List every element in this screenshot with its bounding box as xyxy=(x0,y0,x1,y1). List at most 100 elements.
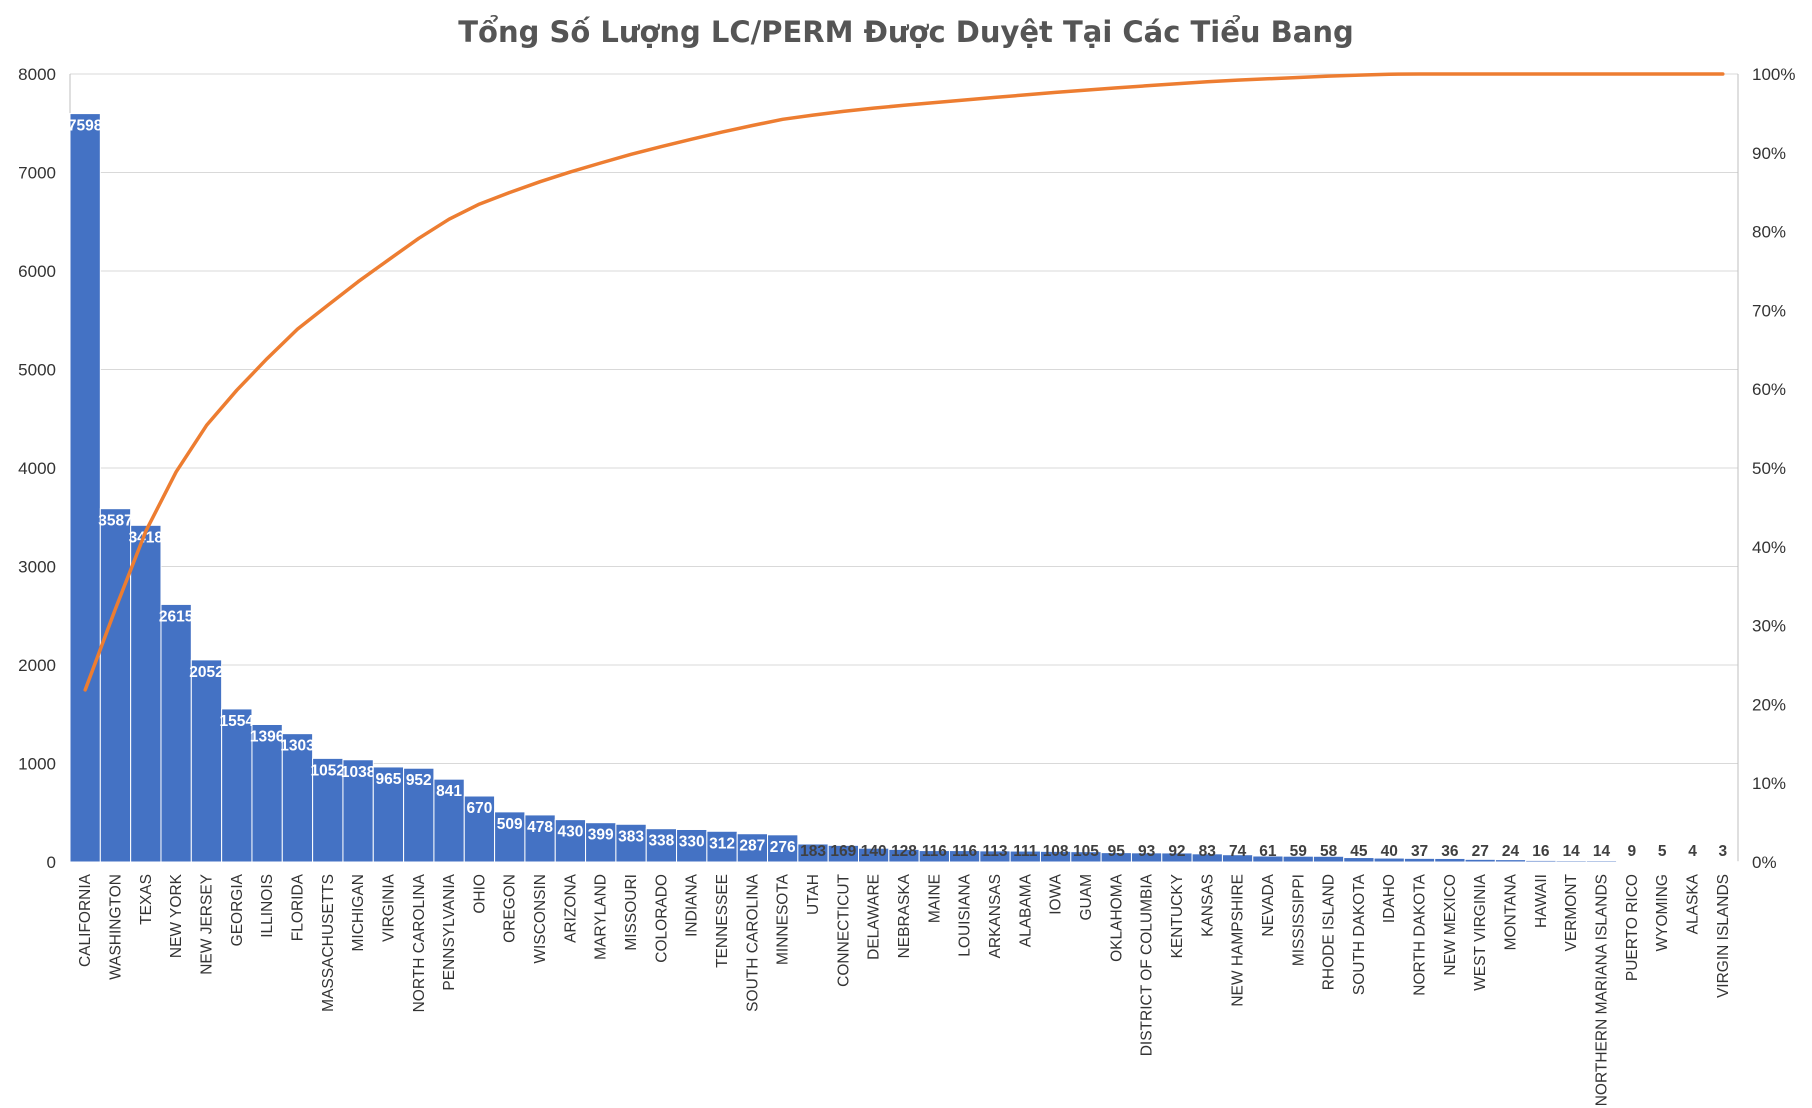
bar xyxy=(1555,860,1587,863)
x-tick-label: GEORGIA xyxy=(229,873,246,946)
bar xyxy=(372,766,405,863)
data-label: 108 xyxy=(1043,843,1069,860)
data-label: 105 xyxy=(1073,843,1099,860)
x-tick-label: NEVADA xyxy=(1260,873,1277,936)
data-label: 116 xyxy=(922,843,947,860)
x-tick-label: MISSISSIPPI xyxy=(1290,874,1307,966)
x-tick-label: ILLINOIS xyxy=(259,874,276,938)
y2-tick-label: 70% xyxy=(1752,301,1786,320)
data-label: 5 xyxy=(1658,843,1667,860)
bar xyxy=(281,733,314,863)
x-tick-label: CALIFORNIA xyxy=(77,873,94,967)
data-label: 16 xyxy=(1532,843,1550,860)
bar xyxy=(130,524,162,863)
y2-tick-label: 40% xyxy=(1752,538,1786,557)
x-tick-label: GUAM xyxy=(1078,874,1095,921)
data-label: 14 xyxy=(1593,843,1611,860)
data-label: 61 xyxy=(1259,843,1277,860)
x-tick-label: OREGON xyxy=(502,874,519,943)
data-label: 14 xyxy=(1563,843,1581,860)
x-tick-label: RHODE ISLAND xyxy=(1321,874,1338,990)
y-tick-label: 7000 xyxy=(18,164,56,183)
x-tick-label: IOWA xyxy=(1048,873,1065,914)
x-tick-label: TENNESSEE xyxy=(714,874,731,968)
x-tick-label: INDIANA xyxy=(684,873,701,937)
y-tick-label: 6000 xyxy=(18,262,56,281)
y-tick-label: 5000 xyxy=(18,361,56,380)
bar xyxy=(99,508,132,863)
x-tick-label: KANSAS xyxy=(1199,874,1216,937)
bar xyxy=(342,759,374,863)
x-tick-label: WASHINGTON xyxy=(107,874,124,980)
bar xyxy=(585,822,617,863)
y-tick-label: 3000 xyxy=(18,558,56,577)
x-tick-label: MASSACHUSETTS xyxy=(320,874,337,1012)
data-label: 128 xyxy=(891,843,917,860)
data-label: 59 xyxy=(1290,843,1308,860)
x-tick-label: VIRGINIA xyxy=(380,873,397,942)
y2-tick-label: 100% xyxy=(1752,65,1795,84)
x-tick-label: DISTRICT OF COLUMBIA xyxy=(1139,873,1156,1056)
data-label: 4 xyxy=(1688,843,1697,860)
bar xyxy=(433,778,465,863)
x-tick-label: ARKANSAS xyxy=(987,874,1004,958)
x-tick-label: IDAHO xyxy=(1381,874,1398,923)
data-label: 93 xyxy=(1138,843,1156,860)
x-tick-label: MONTANA xyxy=(1503,873,1520,950)
data-label: 330 xyxy=(679,833,705,850)
data-label: 36 xyxy=(1441,843,1459,860)
bar xyxy=(1585,860,1618,863)
data-label: 24 xyxy=(1502,843,1520,860)
data-label: 276 xyxy=(770,839,796,856)
x-tick-label: WISCONSIN xyxy=(532,874,549,964)
bar xyxy=(69,113,101,863)
x-tick-label: DELAWARE xyxy=(866,874,883,960)
data-label: 3 xyxy=(1719,843,1728,860)
y2-tick-label: 60% xyxy=(1752,380,1786,399)
x-tick-label: MICHIGAN xyxy=(350,874,367,952)
data-label: 1554 xyxy=(220,713,255,730)
y-tick-label: 2000 xyxy=(18,656,56,675)
y-axis-right: 0% 10% 20% 30% 40% 50% 60% 70% 80% 90% 100% xyxy=(1752,65,1795,872)
cumulative-line xyxy=(83,72,1725,692)
data-label: 338 xyxy=(648,833,674,850)
data-label: 952 xyxy=(406,772,432,789)
chart-title: Tổng Số Lượng LC/PERM Được Duyệt Tại Các… xyxy=(458,15,1354,49)
bar xyxy=(494,811,526,863)
bar xyxy=(645,828,678,863)
data-label: 383 xyxy=(618,828,644,845)
bar xyxy=(767,834,799,863)
data-label: 95 xyxy=(1108,843,1126,860)
x-tick-label: KENTUCKY xyxy=(1169,874,1186,958)
data-label: 45 xyxy=(1350,843,1368,860)
bar xyxy=(615,823,647,863)
data-label: 40 xyxy=(1381,843,1398,860)
x-tick-label: LOUISIANA xyxy=(957,873,974,956)
bar xyxy=(1616,860,1648,863)
x-tick-label: NORTHERN MARIANA ISLANDS xyxy=(1594,874,1611,1106)
x-axis: CALIFORNIA WASHINGTON TEXAS NEW YORK NEW JER… xyxy=(77,873,1732,1106)
x-tick-label: SOUTH DAKOTA xyxy=(1351,873,1368,995)
data-label: 1052 xyxy=(311,762,345,779)
data-label: 74 xyxy=(1229,843,1247,860)
y2-tick-label: 80% xyxy=(1752,223,1786,242)
bar xyxy=(221,708,253,863)
data-label: 183 xyxy=(800,843,826,860)
data-label: 2052 xyxy=(189,664,223,681)
x-tick-label: CONNECTICUT xyxy=(835,873,852,986)
bar xyxy=(524,814,556,863)
bar xyxy=(706,830,738,863)
data-label: 7598 xyxy=(68,118,103,135)
bar xyxy=(1525,859,1557,863)
gridlines xyxy=(69,73,1739,863)
x-tick-label: NORTH DAKOTA xyxy=(1412,873,1429,995)
x-tick-label: SOUTH CAROLINA xyxy=(744,873,761,1011)
x-tick-label: ARIZONA xyxy=(562,873,579,943)
x-tick-label: COLORADO xyxy=(653,874,670,963)
y-tick-label: 1000 xyxy=(18,755,56,774)
data-label: 140 xyxy=(861,843,887,860)
data-label: 169 xyxy=(830,843,856,860)
